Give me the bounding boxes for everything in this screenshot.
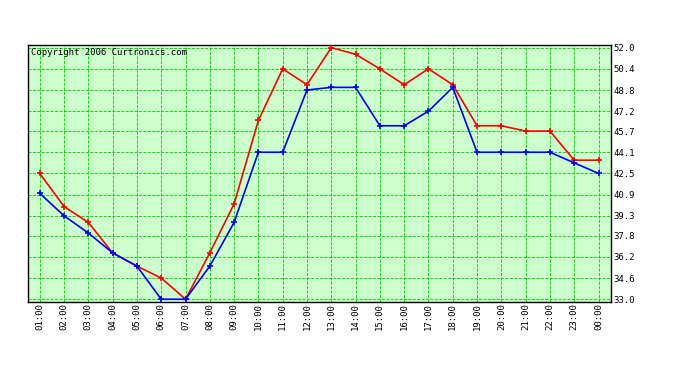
Text: Copyright 2006 Curtronics.com: Copyright 2006 Curtronics.com bbox=[30, 48, 186, 57]
Text: Outdoor Temperature (vs) Wind Chill (Last 24 Hours) Thu Apr 6 00:02: Outdoor Temperature (vs) Wind Chill (Las… bbox=[94, 16, 596, 29]
